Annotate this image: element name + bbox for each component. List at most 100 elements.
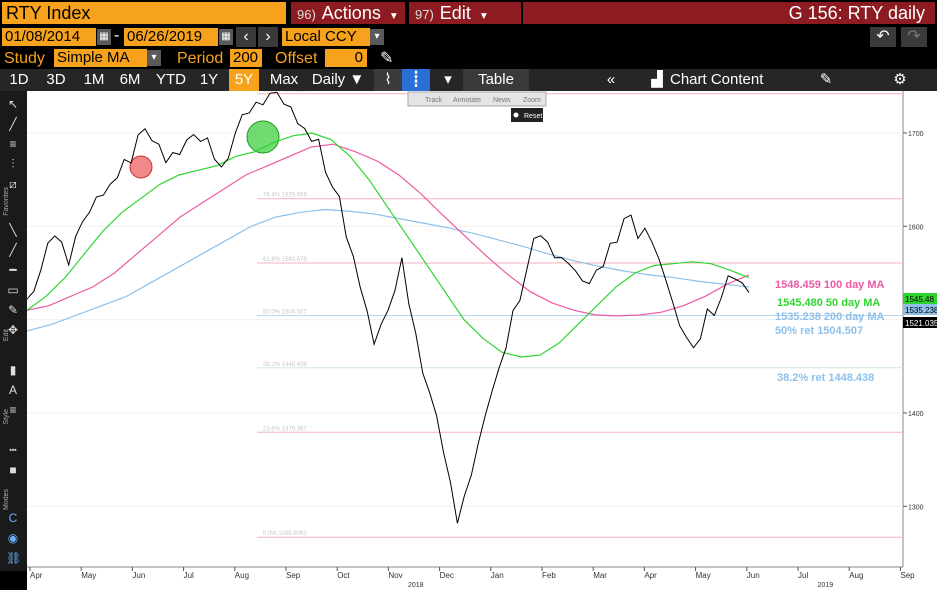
x-tick-label: Jun: [132, 571, 145, 580]
currency-field[interactable]: Local CCY: [282, 28, 370, 46]
study-bar: Study Simple MA ▾ Period 200 Offset 0 ✎: [0, 48, 937, 69]
fibonacci-icon[interactable]: ≡: [9, 137, 17, 151]
ma100-line: [27, 143, 750, 317]
security-field[interactable]: RTY Index: [2, 2, 286, 24]
year-label: 2018: [408, 582, 424, 589]
collapse-icon[interactable]: «: [606, 71, 616, 88]
legend-annotations: 1548.459 100 day MA 1545.480 50 day MA 153…: [775, 279, 885, 384]
chart-background: [27, 91, 937, 590]
date-bar: 01/08/2014 ▦ - 06/26/2019 ▦ ‹ › Local CC…: [0, 26, 937, 48]
bar-chart-icon[interactable]: ┋: [402, 69, 430, 91]
x-tick-label: Jan: [491, 571, 504, 580]
horizontal-line-icon[interactable]: ━: [9, 263, 17, 277]
mode-globe-icon[interactable]: ◉: [7, 531, 19, 545]
calendar-icon[interactable]: ▦: [97, 29, 111, 45]
x-tick-label: Feb: [542, 571, 556, 580]
edit-menu[interactable]: 97) Edit ▼: [409, 2, 521, 24]
period-max[interactable]: Max: [269, 71, 299, 88]
retracement-label: 100.0% 1742.108: [263, 91, 311, 94]
offset-field[interactable]: 0: [325, 49, 367, 67]
color-icon[interactable]: ■: [9, 463, 17, 477]
edit-chart-icon[interactable]: ✎: [819, 71, 833, 88]
dash-style-icon[interactable]: ┅: [9, 443, 17, 457]
trend-line-icon[interactable]: ╲: [9, 223, 17, 237]
y-tick-label: 1700: [908, 131, 924, 138]
move-icon[interactable]: ✥: [7, 323, 19, 337]
mini-annotate[interactable]: Annotate: [453, 97, 481, 104]
trash-icon[interactable]: ▮: [9, 363, 17, 377]
actions-label: Actions: [321, 3, 381, 23]
price-tag-box: [903, 304, 937, 315]
chart-content-button[interactable]: Chart Content: [670, 71, 764, 88]
chart-name: G 156: RTY daily: [523, 2, 935, 24]
actions-shortcut: 96): [297, 7, 316, 22]
ray-icon[interactable]: ╱: [9, 243, 17, 257]
period-1d[interactable]: 1D: [9, 71, 29, 88]
drawing-toolbar: ↖ ╱ ≡ ⫶ ⧄ Favorites ╲ ╱ ━ ▭ ✎ ✥ Edit ▮ A…: [0, 91, 27, 571]
x-tick-label: Mar: [593, 571, 607, 580]
annotation-label: 1548.459 100 day MA: [775, 279, 885, 291]
reset-button[interactable]: [511, 108, 543, 122]
frequency-dropdown[interactable]: Daily ▼: [311, 71, 365, 88]
period-3d[interactable]: 3D: [46, 71, 66, 88]
fibonacci-fan-icon[interactable]: ⫶: [11, 157, 15, 171]
x-tick-label: Oct: [337, 571, 350, 580]
rectangle-icon[interactable]: ▭: [7, 283, 19, 297]
calendar-icon[interactable]: ▦: [219, 29, 233, 45]
line-chart-icon[interactable]: ⌇: [374, 69, 402, 91]
channel-icon[interactable]: ⧄: [9, 177, 17, 191]
annotation-label: 1545.480 50 day MA: [777, 297, 880, 309]
edit-label: Edit: [3, 329, 10, 342]
retracement-label: 38.2% 1448.438: [263, 362, 307, 368]
mini-toolbar-bg: [407, 91, 547, 107]
period-ytd[interactable]: YTD: [156, 71, 186, 88]
actions-menu[interactable]: 96) Actions ▼: [291, 2, 405, 24]
line-width-icon[interactable]: ≡: [9, 403, 17, 417]
x-tick-label: Dec: [440, 571, 454, 580]
next-arrow-icon[interactable]: ›: [258, 27, 278, 47]
cursor-icon[interactable]: ↖: [7, 97, 19, 111]
mini-zoom[interactable]: Zoom: [523, 97, 541, 104]
redo-icon[interactable]: ↷: [901, 27, 927, 47]
text-icon[interactable]: A: [8, 383, 17, 397]
mini-track[interactable]: Track: [425, 97, 443, 104]
price-tag-box: [903, 293, 937, 304]
chart-content-icon: ▟: [651, 71, 663, 88]
study-field[interactable]: Simple MA: [54, 49, 147, 67]
ma200-line: [27, 208, 750, 332]
favorites-label: Favorites: [3, 187, 10, 216]
pencil-icon[interactable]: ✎: [380, 50, 394, 67]
green-highlight-circle: [246, 120, 280, 154]
period-5y[interactable]: 5Y: [229, 69, 259, 91]
end-date-field[interactable]: 06/26/2019: [124, 28, 218, 46]
period-1y[interactable]: 1Y: [199, 71, 219, 88]
date-separator: -: [114, 27, 120, 44]
brush-icon[interactable]: ✎: [7, 303, 19, 317]
style-label: Style: [3, 409, 10, 425]
x-tick-label: Aug: [235, 571, 249, 580]
mode-link-icon[interactable]: ⛓: [6, 551, 22, 565]
undo-icon[interactable]: ↶: [870, 27, 896, 47]
x-tick-label: Jun: [747, 571, 760, 580]
annotation-label: 38.2% ret 1448.438: [777, 372, 874, 384]
reset-label: Reset: [524, 113, 542, 120]
x-tick-label: Sep: [286, 571, 301, 580]
prev-arrow-icon[interactable]: ‹: [236, 27, 256, 47]
line-tool-icon[interactable]: ╱: [9, 117, 17, 131]
x-tick-label: Apr: [30, 571, 43, 580]
caret-down-icon[interactable]: ▾: [147, 50, 161, 66]
caret-down-icon[interactable]: ▾: [444, 71, 452, 88]
retracement-label: 0.0% 1266.9063: [263, 531, 307, 537]
price-chart[interactable]: 100.0% 1742.108 76.4% 1629.559 61.8% 1560.…: [27, 91, 937, 590]
mini-news[interactable]: News: [493, 97, 511, 104]
start-date-field[interactable]: 01/08/2014: [2, 28, 96, 46]
y-tick-label: 1600: [908, 224, 924, 231]
period-field[interactable]: 200: [230, 49, 262, 67]
retracement-label: 23.6% 1379.367: [263, 426, 307, 432]
mode-c-icon[interactable]: C: [8, 511, 18, 525]
settings-gear-icon[interactable]: ⚙: [893, 71, 907, 88]
period-1m[interactable]: 1M: [83, 71, 105, 88]
period-6m[interactable]: 6M: [119, 71, 141, 88]
table-button[interactable]: Table: [463, 69, 529, 91]
caret-down-icon[interactable]: ▾: [370, 29, 384, 45]
